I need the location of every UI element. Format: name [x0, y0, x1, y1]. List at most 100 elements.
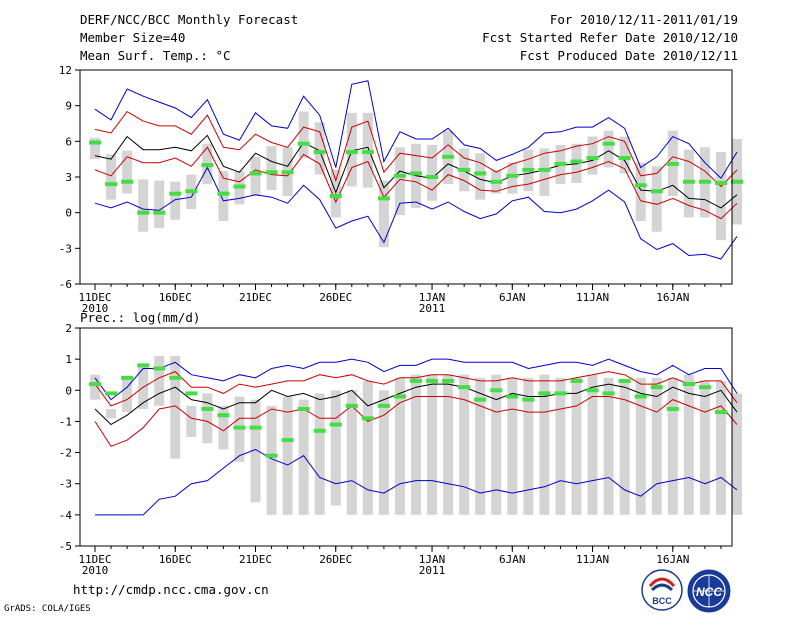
temperature-obs-day-5 — [153, 210, 166, 215]
precipitation-obs-day-36 — [650, 385, 663, 390]
temperature-obs-day-26 — [490, 179, 503, 184]
precipitation-box-day-23 — [443, 374, 454, 515]
precipitation-box-day-6 — [170, 356, 181, 459]
precipitation-obs-day-33 — [602, 391, 615, 396]
precipitation-obs-day-9 — [217, 413, 230, 418]
forecast-period-label: For 2010/12/11-2011/01/19 — [549, 12, 738, 27]
precipitation-box-day-7 — [186, 405, 197, 437]
precipitation-obs-day-7 — [185, 391, 198, 396]
precipitation-box-day-16 — [330, 390, 341, 506]
precipitation-xtick-label: 6JAN — [499, 553, 526, 566]
precipitation-obs-day-17 — [345, 403, 358, 408]
temperature-ytick-label: 0 — [65, 207, 72, 220]
precipitation-xtick-year-label: 2010 — [82, 564, 109, 577]
precipitation-obs-day-38 — [682, 382, 695, 387]
precipitation-obs-day-28 — [522, 397, 535, 402]
precipitation-box-day-11 — [250, 399, 261, 503]
temperature-obs-day-27 — [506, 173, 519, 178]
temperature-max-line — [94, 80, 738, 179]
temperature-xtick-label: 16DEC — [159, 291, 192, 304]
temperature-obs-day-21 — [410, 171, 422, 176]
precipitation-obs-day-27 — [506, 394, 519, 399]
temperature-obs-day-40 — [714, 180, 727, 185]
precipitation-box-day-38 — [683, 374, 694, 515]
temperature-lower-line — [94, 146, 738, 220]
precipitation-obs-day-37 — [666, 406, 679, 411]
precipitation-box-day-17 — [346, 390, 357, 515]
precipitation-box-day-29 — [539, 374, 550, 515]
precipitation-obs-day-25 — [474, 397, 487, 402]
precipitation-obs-day-32 — [586, 388, 599, 393]
precipitation-box-day-1 — [90, 374, 100, 400]
precipitation-obs-day-4 — [137, 363, 150, 368]
precipitation-box-day-9 — [218, 405, 229, 450]
temperature-obs-day-11 — [249, 171, 262, 176]
precipitation-ytick-label: 1 — [65, 353, 72, 366]
temperature-box-day-4 — [138, 179, 149, 232]
precipitation-obs-day-10 — [233, 425, 246, 430]
temperature-box-day-14 — [298, 111, 309, 158]
produced-date-label: Fcst Produced Date 2010/12/11 — [519, 48, 738, 63]
temperature-xtick-label: 21DEC — [239, 291, 272, 304]
temperature-obs-day-4 — [137, 210, 150, 215]
precipitation-xtick-label: 11DEC — [78, 553, 111, 566]
precipitation-box-day-19 — [378, 390, 389, 515]
precipitation-box-day-41 — [732, 393, 742, 515]
temperature-ytick-label: 3 — [65, 171, 72, 184]
precipitation-obs-day-30 — [554, 391, 567, 396]
precipitation-xtick-label: 1JAN — [419, 553, 446, 566]
temperature-ytick-label: 9 — [65, 100, 72, 113]
precipitation-box-day-2 — [106, 408, 117, 419]
precipitation-ytick-label: 2 — [65, 322, 72, 335]
bcc-logo-text: BCC — [652, 596, 672, 606]
temperature-obs-day-23 — [442, 154, 455, 159]
temperature-obs-day-10 — [233, 184, 246, 189]
temperature-obs-day-34 — [618, 155, 631, 160]
precipitation-obs-day-40 — [714, 410, 727, 415]
precipitation-obs-day-6 — [169, 375, 182, 380]
precipitation-obs-day-23 — [442, 378, 455, 383]
temperature-box-day-15 — [314, 122, 325, 175]
temperature-obs-day-22 — [426, 175, 439, 179]
precipitation-obs-day-2 — [105, 391, 118, 396]
precipitation-obs-day-24 — [458, 385, 471, 390]
temperature-box-day-19 — [378, 180, 389, 248]
temperature-obs-day-28 — [522, 167, 535, 172]
precipitation-box-day-35 — [635, 377, 646, 515]
temperature-box-day-36 — [651, 166, 662, 232]
temperature-ytick-label: -6 — [59, 278, 72, 291]
temperature-obs-day-29 — [538, 167, 551, 172]
temperature-obs-day-15 — [313, 150, 326, 155]
temperature-box-day-6 — [170, 181, 181, 220]
precipitation-xtick-label: 21DEC — [239, 553, 272, 566]
temperature-box-day-25 — [475, 153, 486, 200]
temperature-box-day-5 — [154, 180, 165, 229]
precipitation-obs-day-34 — [618, 378, 631, 383]
temperature-obs-day-20 — [393, 173, 406, 178]
precipitation-box-day-14 — [298, 399, 309, 515]
temperature-obs-day-7 — [185, 189, 198, 194]
temperature-median-line — [94, 134, 738, 209]
temperature-xtick-label: 6JAN — [499, 291, 526, 304]
precipitation-box-day-37 — [667, 377, 678, 515]
precipitation-obs-day-22 — [426, 378, 439, 383]
temperature-xtick-label: 11DEC — [78, 291, 111, 304]
precipitation-ytick-label: -2 — [59, 447, 72, 460]
temperature-ytick-label: 6 — [65, 135, 72, 148]
temperature-box-day-34 — [619, 136, 630, 174]
temperature-obs-day-8 — [201, 163, 214, 168]
precipitation-obs-day-15 — [313, 428, 326, 433]
precipitation-box-day-32 — [587, 374, 598, 515]
temperature-box-day-35 — [635, 162, 646, 221]
temperature-obs-day-25 — [474, 171, 487, 176]
precipitation-box-day-5 — [154, 356, 165, 406]
website-url[interactable]: http://cmdp.ncc.cma.gov.cn — [73, 582, 269, 597]
temperature-box-day-17 — [346, 112, 357, 187]
temperature-obs-day-33 — [602, 141, 615, 146]
precipitation-box-day-22 — [427, 374, 438, 515]
precipitation-max-line — [94, 358, 738, 401]
temperature-obs-day-3 — [121, 179, 134, 184]
precipitation-xtick-label: 26DEC — [319, 553, 352, 566]
